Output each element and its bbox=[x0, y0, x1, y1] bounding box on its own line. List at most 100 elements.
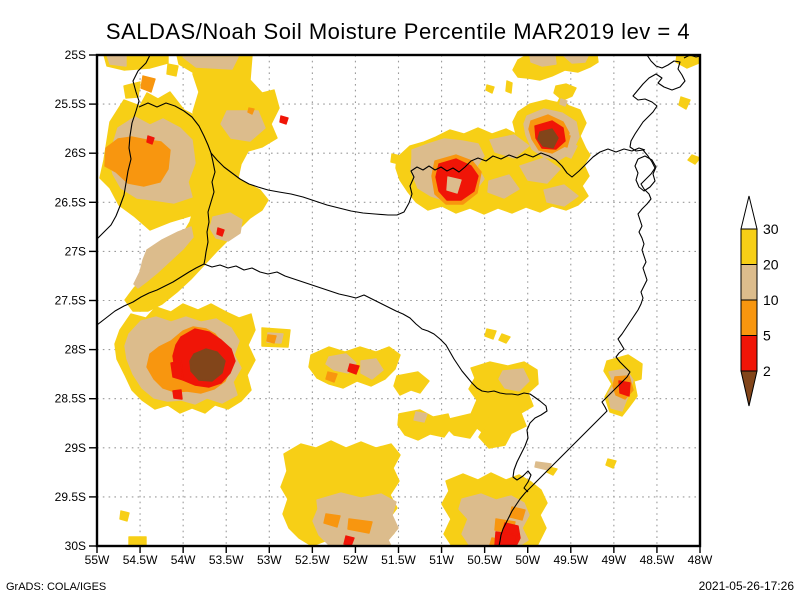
contour-patch-10-20 bbox=[487, 174, 520, 199]
axis-labels: 55W 54.5W 54W 53.5W 53W 52.5W 52W 51.5W 51W 50.5W… bbox=[55, 48, 713, 567]
y-tick-label: 25S bbox=[65, 48, 86, 62]
contour-patch-2-5 bbox=[347, 363, 360, 375]
colorbar: 30 20 10 5 2 bbox=[740, 195, 779, 407]
contour-patch-20-30 bbox=[505, 80, 513, 94]
contour-patch-10-20 bbox=[489, 134, 530, 159]
x-tick-label: 53.5W bbox=[209, 553, 244, 567]
contour-patch-10-20 bbox=[106, 55, 127, 67]
contour-patch-10-20 bbox=[133, 226, 194, 289]
contour-patch-20-30 bbox=[484, 328, 497, 340]
boundary-line bbox=[138, 102, 646, 216]
contour-patch-10-20 bbox=[519, 157, 561, 184]
contour-patch-20-30 bbox=[397, 409, 453, 441]
colorbar-segment-yellow bbox=[740, 228, 758, 265]
colorbar-label: 5 bbox=[763, 328, 771, 344]
colorbar-label: 10 bbox=[763, 292, 779, 308]
colorbar-segment-tan bbox=[740, 264, 758, 301]
map-boundaries bbox=[97, 55, 700, 546]
x-tick-label: 55W bbox=[85, 553, 110, 567]
contour-patch-10-20 bbox=[360, 358, 384, 380]
x-tick-label: 49W bbox=[602, 553, 627, 567]
y-tick-label: 29.5S bbox=[55, 490, 86, 504]
contour-patch-20-30 bbox=[687, 154, 700, 165]
contour-patch-5-10 bbox=[140, 75, 156, 93]
contour-patch-2-5 bbox=[216, 227, 225, 237]
boundary-line bbox=[498, 55, 686, 546]
y-tick-label: 26S bbox=[65, 146, 86, 160]
contour-patch-2-5 bbox=[279, 115, 289, 125]
contour-patch-5-10 bbox=[509, 506, 526, 521]
x-tick-label: 52W bbox=[343, 553, 368, 567]
x-tick-label: 54W bbox=[171, 553, 196, 567]
colorbar-segment-red bbox=[740, 335, 758, 372]
y-tick-label: 28S bbox=[65, 343, 86, 357]
render-timestamp: 2021-05-26-17:26 bbox=[699, 579, 795, 593]
contour-patch-20-30 bbox=[678, 96, 691, 110]
contour-patch-5-10 bbox=[323, 513, 341, 528]
contour-patch-10-20 bbox=[220, 110, 266, 142]
contour-patches bbox=[99, 55, 700, 546]
contour-patch-5-10 bbox=[104, 136, 171, 187]
colorbar-label: 2 bbox=[763, 363, 771, 379]
contour-patch-2-5 bbox=[494, 531, 518, 546]
contour-patch-20-30 bbox=[393, 371, 430, 396]
contour-patch-10-20 bbox=[559, 98, 568, 107]
x-tick-label: 51W bbox=[429, 553, 454, 567]
colorbar-segment-orange bbox=[740, 299, 758, 336]
y-tick-label: 30S bbox=[65, 539, 86, 553]
colorbar-arrow-bottom bbox=[740, 370, 758, 407]
contour-patch-below-2 bbox=[189, 348, 226, 382]
x-tick-label: 48W bbox=[688, 553, 713, 567]
contour-patch-20-30 bbox=[128, 536, 147, 546]
contour-patch-20-30 bbox=[445, 413, 480, 439]
x-tick-label: 50.5W bbox=[467, 553, 502, 567]
axis-ticks bbox=[89, 54, 701, 553]
contour-patch-below-2 bbox=[537, 128, 559, 149]
contour-patch-20-30 bbox=[390, 153, 402, 165]
contour-patch-20-30 bbox=[553, 83, 577, 118]
y-tick-label: 26.5S bbox=[55, 195, 86, 209]
x-tick-label: 53W bbox=[257, 553, 282, 567]
contour-patch-10-20 bbox=[182, 56, 239, 70]
contour-patch-2-5 bbox=[343, 535, 355, 546]
boundary-line bbox=[97, 263, 534, 397]
contour-patch-5-10 bbox=[325, 371, 338, 383]
x-tick-label: 54.5W bbox=[123, 553, 158, 567]
contour-patch-20-30 bbox=[485, 84, 495, 94]
contour-patch-2-5 bbox=[170, 360, 184, 381]
colorbar-label: 30 bbox=[763, 221, 779, 237]
contour-patch-10-20 bbox=[498, 368, 530, 392]
x-tick-label: 51.5W bbox=[381, 553, 416, 567]
contour-patch-20-30 bbox=[498, 333, 511, 344]
boundary-line bbox=[634, 155, 657, 192]
x-tick-label: 50W bbox=[515, 553, 540, 567]
contour-patch-20-30 bbox=[119, 510, 130, 522]
boundary-line bbox=[97, 55, 151, 240]
grads-attribution: GrADS: COLA/IGES bbox=[6, 581, 106, 593]
boundary-line bbox=[203, 152, 216, 265]
contour-patch-20-30 bbox=[605, 458, 617, 469]
contour-patch-5-10 bbox=[347, 518, 373, 534]
contour-patch-20-30 bbox=[166, 63, 179, 77]
contour-patch-2-5 bbox=[146, 135, 155, 145]
contour-patch-5-10 bbox=[247, 107, 255, 115]
y-tick-label: 25.5S bbox=[55, 97, 86, 111]
contour-patch-5-10 bbox=[266, 334, 277, 344]
y-tick-label: 27.5S bbox=[55, 294, 86, 308]
x-tick-label: 48.5W bbox=[640, 553, 675, 567]
contour-patch-10-20 bbox=[543, 184, 579, 207]
contour-patch-2-5 bbox=[618, 380, 631, 397]
contour-patch-10-20 bbox=[413, 411, 428, 423]
y-tick-label: 28.5S bbox=[55, 392, 86, 406]
contour-patch-2-5 bbox=[172, 389, 183, 400]
colorbar-label: 20 bbox=[763, 257, 779, 273]
contour-patch-20-30 bbox=[478, 416, 514, 449]
contour-patch-10-20 bbox=[209, 212, 243, 242]
x-tick-label: 49.5W bbox=[553, 553, 588, 567]
contour-patch-10-20 bbox=[446, 176, 462, 194]
boundary-line bbox=[512, 395, 548, 493]
y-tick-label: 29S bbox=[65, 441, 86, 455]
y-tick-label: 27S bbox=[65, 244, 86, 258]
